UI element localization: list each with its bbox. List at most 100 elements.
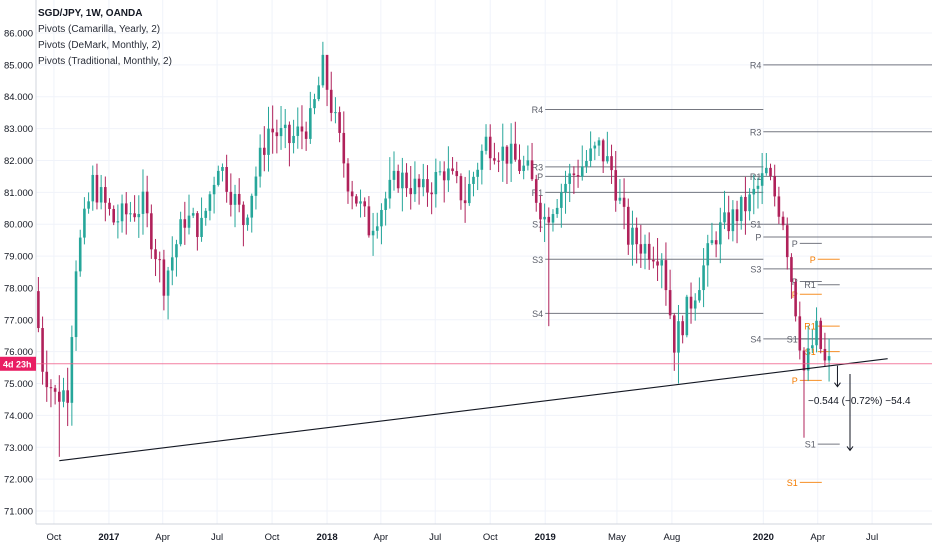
candle-body <box>191 213 195 216</box>
candle-body <box>752 188 756 195</box>
candle <box>555 198 559 218</box>
candle <box>827 338 831 382</box>
candle <box>785 217 789 270</box>
price-badge <box>0 356 36 371</box>
candle-body <box>681 321 684 336</box>
candle-body <box>468 183 471 204</box>
candle-body <box>229 191 233 205</box>
candle <box>187 194 191 235</box>
candle-body <box>53 388 57 392</box>
candle-body <box>672 315 676 353</box>
indicator-traditional[interactable]: Pivots (Traditional, Monthly, 2) <box>38 56 172 67</box>
candle <box>246 214 249 231</box>
candlesticks <box>37 41 831 457</box>
candle <box>539 195 542 233</box>
candle-body <box>622 197 626 207</box>
candle <box>534 174 538 212</box>
candle <box>129 201 132 222</box>
candle <box>760 152 764 205</box>
candle <box>388 157 392 209</box>
candle <box>547 207 551 327</box>
candle-body <box>710 240 714 244</box>
y-tick-label: 72.000 <box>4 475 33 486</box>
candle-body <box>572 173 576 176</box>
candle <box>309 91 312 144</box>
candle <box>191 207 195 219</box>
candle <box>154 238 157 277</box>
candle-body <box>610 156 613 171</box>
candle <box>296 107 300 149</box>
candle <box>677 304 680 384</box>
candle <box>120 194 124 233</box>
support-trendline <box>59 358 888 462</box>
candle-body <box>78 237 82 272</box>
candle <box>668 269 672 320</box>
candle <box>430 182 433 215</box>
candle-body <box>530 160 534 180</box>
candle <box>497 152 500 173</box>
candle <box>279 106 283 150</box>
candle-body <box>564 183 567 193</box>
candle <box>564 170 567 214</box>
candle <box>53 384 57 405</box>
y-tick-label: 82.000 <box>4 156 33 167</box>
pivot-label: R3 <box>750 127 762 137</box>
candle-body <box>309 108 312 139</box>
candle <box>635 217 638 264</box>
candle <box>170 236 174 286</box>
candle <box>196 211 199 251</box>
candle-body <box>739 196 743 222</box>
candle <box>141 169 145 235</box>
candle <box>664 242 668 306</box>
candle-body <box>204 210 208 218</box>
candle-body <box>384 198 387 210</box>
candle-body <box>409 188 413 195</box>
candle-body <box>405 172 408 189</box>
candle-body <box>815 320 818 346</box>
candle <box>375 212 379 239</box>
candle-body <box>112 208 115 223</box>
candle <box>133 195 136 222</box>
time-axis[interactable]: Oct 2017 Apr Jul Oct 2018 Apr Jul Oct 2019 May Aug 2… <box>36 523 932 543</box>
candle <box>401 157 404 212</box>
indicator-demark[interactable]: Pivots (DeMark, Monthly, 2) <box>38 40 161 51</box>
pivot-label: R4 <box>750 60 762 70</box>
price-axis[interactable]: 86.000 85.000 84.000 83.000 82.000 81.000 80.0… <box>0 0 37 524</box>
candle-body <box>325 54 329 90</box>
candle-body <box>250 195 254 218</box>
candle-body <box>237 193 241 205</box>
candle <box>179 211 182 247</box>
candle-body <box>480 150 484 170</box>
y-tick-label: 83.000 <box>4 124 33 135</box>
candle <box>229 173 233 217</box>
candle <box>359 189 362 218</box>
candle <box>706 234 710 287</box>
price-badge-label: 4d 23h <box>3 359 32 369</box>
candle-body <box>66 390 69 403</box>
candle-body <box>417 178 421 188</box>
candle-body <box>735 209 739 222</box>
drawings: −0.544 (−0.72%) −54.4 <box>36 358 932 462</box>
candle <box>781 211 785 231</box>
candle-body <box>568 173 572 184</box>
candle <box>614 150 618 212</box>
candle <box>58 375 61 457</box>
candle-body <box>656 261 659 266</box>
pivot-label: R1 <box>804 322 816 332</box>
candle <box>384 191 387 226</box>
grid-lines <box>36 0 932 524</box>
candle <box>49 379 53 408</box>
candle <box>292 119 295 154</box>
candle <box>543 203 546 243</box>
candle-body <box>208 194 212 211</box>
indicator-camarilla[interactable]: Pivots (Camarilla, Yearly, 2) <box>38 24 161 35</box>
pivot-label: S1 <box>787 478 798 488</box>
candle-body <box>263 147 266 155</box>
candle-body <box>589 148 592 161</box>
symbol-title[interactable]: SGD/JPY, 1W, OANDA <box>38 8 143 19</box>
candle <box>522 155 525 180</box>
candle-body <box>275 132 279 137</box>
candle <box>112 205 115 226</box>
